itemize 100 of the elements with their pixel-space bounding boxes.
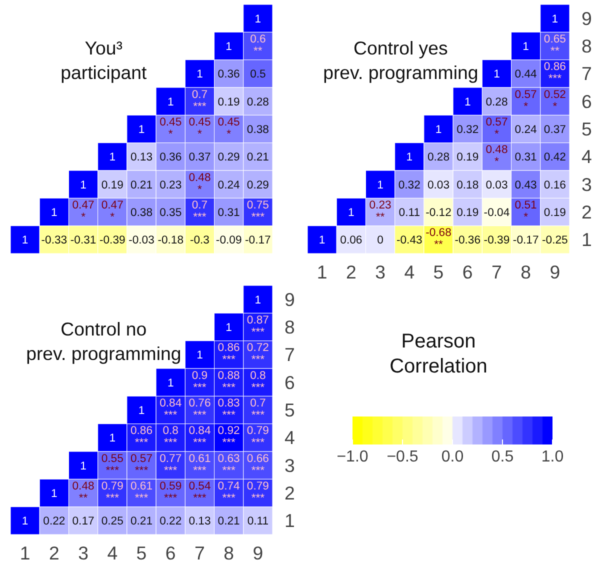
x-tick-label: 9 (252, 542, 264, 562)
color-bar-title: Pearson Correlation (390, 330, 488, 378)
data-label: 0.48 ** (72, 480, 94, 504)
data-label: 0.51 * (514, 199, 537, 224)
data-label: 0.18 (456, 179, 479, 192)
data-label: 0.06 (340, 234, 362, 247)
data-label: 0.17 (72, 516, 94, 528)
y-tick-label: 9 (582, 8, 592, 29)
data-label: -0.33 (41, 234, 68, 247)
data-label: 0.8 *** (250, 370, 266, 394)
data-label: 0.84 *** (160, 397, 182, 422)
data-label: 0.88 *** (218, 370, 240, 394)
data-label: 0.13 (188, 516, 211, 528)
x-tick-label: 2 (48, 542, 60, 562)
data-label: 0.25 (101, 516, 124, 528)
data-label: 0.86 *** (130, 425, 153, 450)
data-label: 0.31 (514, 152, 537, 164)
data-label: 1 (109, 152, 116, 164)
data-label: 0.57 *** (130, 452, 153, 477)
y-tick-label: 6 (284, 372, 295, 393)
data-label: 0.19 (544, 207, 566, 219)
data-label: 0.03 (427, 179, 450, 192)
x-tick-label: 6 (462, 262, 473, 282)
data-label: 1 (226, 41, 232, 53)
data-label: 0.79 *** (101, 480, 124, 504)
data-label: 1 (167, 377, 174, 390)
text: 1 (22, 516, 28, 528)
y-tick-label: 5 (582, 118, 592, 140)
data-label: 0.61 *** (188, 452, 211, 477)
data-label: 0.22 (160, 516, 182, 528)
data-label: 0.74 *** (218, 480, 240, 504)
data-label: -0.04 (484, 207, 510, 219)
data-label: 1 (254, 13, 262, 26)
data-label: 0.45 * (218, 116, 240, 140)
data-label: 0.03 (486, 179, 508, 192)
data-label: 0.79 *** (246, 480, 269, 504)
data-label: 0.24 (218, 179, 240, 192)
data-label: 0.7 *** (192, 199, 208, 224)
data-label: -0.43 (396, 234, 422, 247)
data-label: 0.19 (456, 207, 479, 219)
data-label: -0.18 (158, 234, 184, 247)
data-label: 0.61 *** (130, 480, 153, 504)
data-label: 0.43 (514, 179, 537, 192)
data-label: 0.48 * (486, 144, 508, 168)
data-label: 0.44 (514, 68, 537, 81)
data-label: 0.47 * (72, 199, 94, 224)
data-label: 0.22 (43, 516, 66, 528)
x-tick-label: 5 (433, 262, 444, 282)
text: You³ participant (60, 38, 148, 83)
data-label: 0.87 *** (246, 314, 269, 338)
data-label: 0.92 *** (218, 425, 240, 450)
data-label: 0.79 *** (246, 425, 269, 450)
data-label: 0.75 *** (246, 199, 269, 224)
y-tick-label: 3 (284, 454, 295, 476)
y-tick-label: 5 (284, 400, 295, 420)
data-label: 1 (109, 432, 116, 445)
data-label: 0.31 (218, 207, 240, 219)
x-tick-label: 1 (20, 542, 30, 562)
x-tick-label: 5 (136, 542, 147, 562)
data-label: 0.36 (218, 68, 240, 81)
data-label: 1 (196, 350, 203, 362)
data-label: -0.3 (190, 234, 210, 247)
color-bar-label: 0.0 (441, 448, 464, 466)
x-tick-label: 1 (316, 262, 328, 282)
data-label: -0.31 (70, 234, 96, 247)
data-label: 0.76 *** (188, 397, 211, 422)
data-label: 0.13 (130, 152, 153, 164)
data-label: 0.37 (544, 124, 566, 136)
data-label: 0.57 * (514, 88, 537, 113)
data-label: 0.57 * (486, 116, 508, 140)
data-label: 1 (138, 124, 145, 136)
color-bar-label: 1.0 (541, 448, 564, 466)
data-label: 0.28 (246, 96, 269, 108)
x-tick-label: 3 (78, 542, 88, 562)
y-tick-label: 8 (284, 316, 295, 338)
x-tick-label: 7 (492, 262, 502, 282)
data-label: 0.7 *** (250, 397, 266, 422)
data-label: 1 (80, 460, 86, 472)
x-tick-label: 2 (346, 262, 356, 282)
data-label: 1 (377, 179, 384, 192)
data-label: 1 (348, 207, 354, 219)
data-label: -0.09 (216, 234, 242, 247)
x-tick-label: 8 (520, 262, 532, 282)
data-label: -0.03 (128, 234, 154, 247)
data-label: 0.72 *** (246, 342, 269, 366)
data-label: 0.23 (160, 179, 182, 192)
x-tick-label: 3 (375, 262, 386, 282)
data-label: 0.21 (218, 516, 240, 528)
data-label: -0.25 (542, 234, 568, 247)
data-label: 0.84 *** (188, 425, 211, 450)
data-label: -0.39 (484, 234, 510, 247)
y-tick-label: 2 (284, 482, 295, 504)
data-label: -0.12 (426, 207, 452, 219)
data-label: 0.63 *** (218, 452, 240, 477)
data-label: 0.19 (218, 96, 240, 108)
data-label: 0.52 * (544, 88, 566, 113)
y-tick-label: 4 (582, 146, 592, 168)
color-bar-label: −1.0 (336, 448, 368, 466)
data-label: 1 (318, 234, 326, 247)
data-label: 1 (167, 96, 174, 108)
